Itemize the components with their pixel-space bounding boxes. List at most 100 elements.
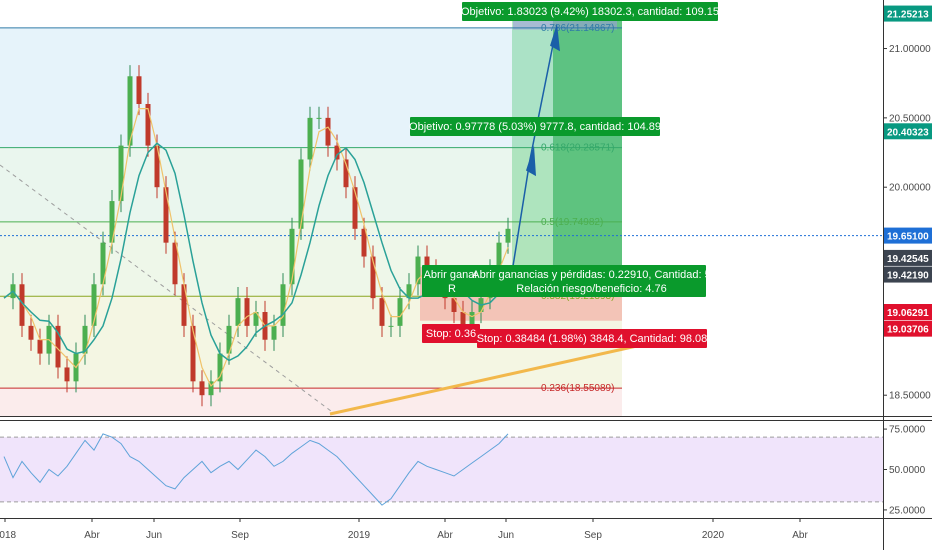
candle-body [199,381,205,396]
fib-label: 0.5(19.74982) [541,217,603,228]
candle-body [154,145,160,188]
arrow-head [526,145,536,177]
rsi-line [3,433,509,506]
candle-body [181,284,187,326]
time-tick-label: 2019 [348,530,371,541]
candle-body [136,76,142,104]
price-tick-label: 20.00000 [889,183,931,194]
candle-body [460,312,466,326]
price-badge [884,5,932,22]
arrow-head [550,23,560,52]
candle-body [235,298,241,326]
rsi-tick-label: 25.0000 [889,505,926,516]
target-box-1 [410,117,660,136]
candle-body [226,325,232,354]
candle-body [415,256,421,285]
dashed-trendline [0,164,336,415]
price-tick-label: 18.50000 [889,391,931,402]
pnl-box [477,265,706,297]
candle-body [172,242,178,285]
time-tick-label: Abr [437,530,453,541]
price-badge-label: 19.65100 [887,232,929,243]
candle-body [91,284,97,326]
candle-body [424,256,430,271]
rsi-band [0,437,883,502]
price-badge-label: 21.25213 [887,10,929,21]
candle-body [163,187,169,243]
candle-body [244,298,250,326]
candle-body [316,117,322,119]
candle-body [496,242,502,271]
candle-body [307,117,313,160]
candle-body [388,325,394,327]
price-badge [884,227,932,244]
candle-body [280,284,286,326]
rsi-tick-label: 75.0000 [889,425,926,436]
candle-body [406,284,412,299]
stop-box [477,329,707,348]
candle-body [37,339,43,354]
profit-zone-inner [553,13,622,267]
time-tick-label: 2020 [702,530,725,541]
candle-body [100,242,106,285]
price-badge [884,304,932,320]
time-tick-label: Jun [146,530,162,541]
candle-body [109,201,115,243]
fib-label: 0.236(18.55089) [541,383,614,394]
time-tick-label: Sep [231,530,249,541]
time-tick-label: Jun [498,530,514,541]
candle-body [82,325,88,354]
candle-body [505,228,511,243]
candle-body [451,298,457,312]
price-badge [884,320,932,337]
candle-body [298,159,304,229]
candle-body [397,298,403,326]
time-tick-label: Sep [584,530,602,541]
pnl-box-back [422,265,482,297]
candle-body [325,117,331,146]
candle-body [190,325,196,382]
target-box-2-text: Objetivo: 1.83023 (9.42%) 18302.3, canti… [461,6,719,18]
stop-box-back-text: Stop: 0.36 [426,328,476,340]
candle-body [271,325,277,340]
time-tick-label: Abr [792,530,808,541]
candle-body [334,145,340,160]
fib-label: 0.786(21.14867) [541,23,614,34]
candle-body [379,298,385,326]
target-box-2 [462,2,718,21]
candle-body [352,187,358,229]
candle-body [127,76,133,146]
candle-body [343,159,349,188]
stop-box-back [422,324,480,343]
candle-body [145,104,151,146]
price-badge [884,249,932,266]
target-box-1-text: Objetivo: 0.97778 (5.03%) 9777.8, cantid… [409,121,661,133]
pnl-box-text: Abrir ganancias y pérdidas: 0.22910, Can… [472,269,711,281]
candle-body [28,325,34,340]
fib-band [0,147,622,222]
pnl-box-back-text: Abrir ganan [424,269,481,281]
price-badge [884,266,932,283]
candle-body [19,284,25,326]
price-tick-label: 20.50000 [889,113,931,124]
price-badge [884,123,932,140]
rsi-tick-label: 50.0000 [889,465,926,476]
pnl-box-back-text: R [448,283,456,295]
time-tick-label: 2018 [0,530,17,541]
candle-body [361,228,367,257]
price-badge-label: 19.42545 [887,254,929,265]
time-tick-label: Abr [84,530,100,541]
candle-body [118,145,124,202]
candle-body [208,381,214,396]
candle-body [370,256,376,299]
fib-band [0,388,622,416]
price-badge-label: 19.03706 [887,325,929,336]
stop-box-text: Stop: 0.38484 (1.98%) 3848.4, Cantidad: … [477,333,708,345]
pnl-box-text: Relación riesgo/beneficio: 4.76 [516,283,666,295]
candle-body [55,325,61,368]
price-badge-label: 20.40323 [887,127,929,138]
candle-body [64,367,70,382]
price-tick-label: 21.00000 [889,44,931,55]
candle-body [217,353,223,382]
